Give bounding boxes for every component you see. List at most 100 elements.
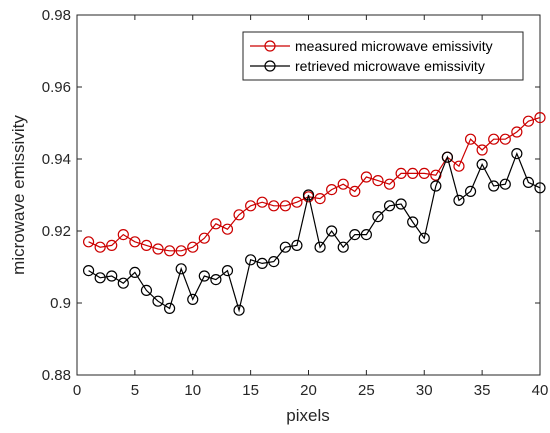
data-point	[314, 193, 326, 205]
x-tick-label: 35	[474, 382, 491, 399]
y-axis-title: microwave emissivity	[9, 115, 28, 275]
y-tick-label: 0.96	[42, 79, 71, 96]
data-point	[198, 270, 210, 282]
data-point	[82, 236, 95, 248]
data-point	[268, 200, 280, 212]
series-line	[88, 117, 541, 252]
series-line	[88, 151, 541, 313]
data-point	[314, 241, 326, 253]
data-point	[511, 126, 523, 138]
data-point	[94, 241, 106, 253]
data-point	[349, 229, 361, 241]
x-tick-label: 15	[242, 382, 259, 399]
legend: measured microwave emissivity retrieved …	[242, 31, 524, 81]
data-point	[233, 304, 245, 316]
data-point	[488, 133, 500, 145]
data-point	[291, 196, 303, 208]
data-point	[106, 270, 118, 282]
legend-box	[242, 31, 524, 81]
x-tick-label: 10	[184, 382, 201, 399]
data-point	[140, 239, 153, 251]
data-point	[256, 257, 268, 269]
data-point	[372, 211, 384, 223]
data-point	[522, 176, 535, 188]
data-point	[256, 196, 268, 208]
data-point	[360, 171, 372, 183]
data-point	[82, 265, 95, 277]
data-point	[407, 167, 419, 179]
data-point	[464, 185, 477, 197]
data-point	[94, 272, 106, 284]
data-point	[164, 302, 176, 314]
x-tick-label: 40	[532, 382, 549, 399]
data-point	[221, 223, 234, 235]
data-point	[337, 178, 349, 190]
x-tick-label: 20	[300, 382, 317, 399]
data-point	[268, 256, 280, 268]
data-point	[117, 277, 129, 289]
data-point	[198, 232, 210, 244]
data-point	[476, 158, 488, 170]
data-point	[430, 180, 442, 192]
data-point	[395, 167, 407, 179]
data-point	[372, 175, 384, 187]
data-point	[499, 178, 511, 190]
data-point	[245, 254, 257, 266]
data-point	[152, 243, 164, 255]
series-layer	[82, 111, 546, 316]
data-point	[129, 266, 141, 278]
data-point	[476, 144, 488, 156]
data-point	[464, 133, 477, 145]
data-point	[106, 239, 118, 251]
data-point	[453, 194, 465, 206]
x-tick-label: 5	[131, 382, 139, 399]
data-point	[488, 180, 500, 192]
x-tick-label: 25	[358, 382, 375, 399]
legend-label-measured: measured microwave emissivity	[295, 38, 493, 54]
x-axis-title: pixels	[286, 406, 329, 425]
data-point	[511, 148, 523, 160]
data-point	[337, 241, 349, 253]
legend-marker-retrieved	[264, 60, 276, 72]
data-point	[187, 293, 199, 305]
data-point	[407, 216, 419, 228]
data-point	[349, 185, 361, 197]
data-point	[430, 169, 442, 181]
data-point	[187, 241, 199, 253]
data-point	[395, 198, 407, 210]
data-point	[522, 115, 535, 127]
data-point	[279, 200, 291, 212]
y-tick-label: 0.94	[42, 151, 71, 168]
data-point	[302, 189, 315, 201]
data-point	[326, 184, 338, 196]
data-point	[117, 229, 129, 241]
data-point	[441, 151, 453, 163]
data-point	[453, 160, 465, 172]
data-point	[233, 209, 245, 221]
data-point	[383, 178, 396, 190]
y-tick-label: 0.88	[42, 367, 71, 384]
data-point	[499, 133, 511, 145]
data-point	[534, 111, 546, 124]
y-axis: 0.88 0.9 0.92 0.94 0.96 0.98	[42, 7, 540, 384]
x-tick-label: 0	[73, 382, 81, 399]
data-point	[245, 200, 257, 212]
data-point	[175, 263, 187, 275]
data-point	[175, 245, 187, 257]
data-point	[534, 182, 546, 194]
data-point	[152, 295, 164, 307]
x-tick-label: 30	[416, 382, 433, 399]
series-retrieved	[82, 148, 546, 316]
data-point	[360, 229, 372, 241]
data-point	[418, 232, 430, 244]
data-point	[140, 284, 153, 296]
data-point	[279, 241, 291, 253]
data-point	[418, 167, 430, 179]
data-point	[164, 245, 176, 257]
data-point	[383, 200, 396, 212]
legend-marker-measured	[264, 40, 276, 52]
y-tick-label: 0.9	[50, 295, 71, 312]
y-tick-label: 0.98	[42, 7, 71, 24]
